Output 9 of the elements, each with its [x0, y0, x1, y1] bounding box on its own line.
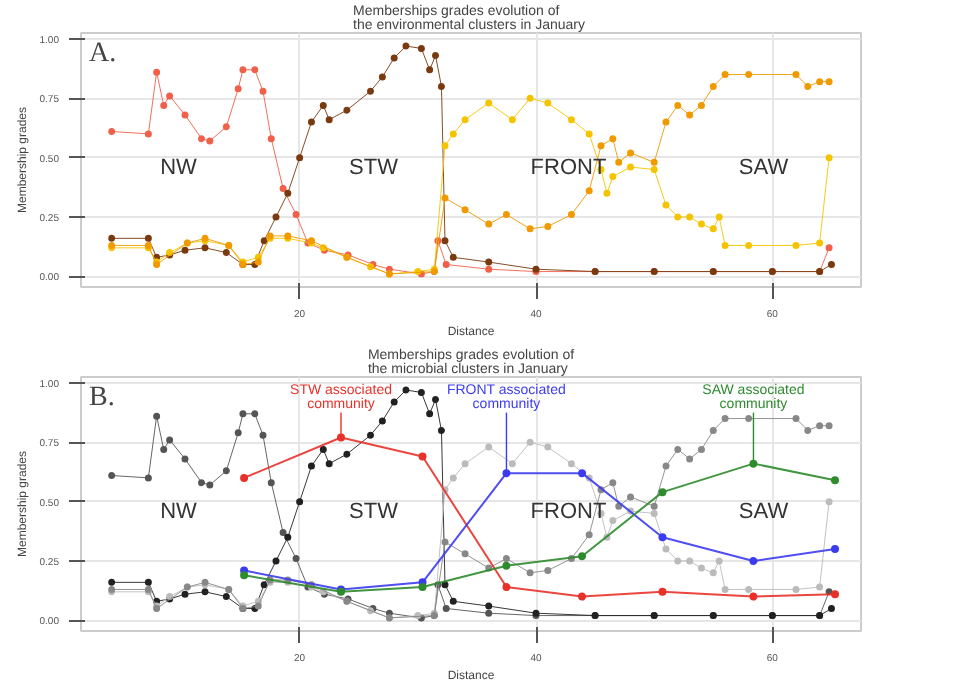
annotation: STW [349, 155, 400, 180]
annotation: NW [160, 155, 199, 180]
annotation: NW [160, 499, 199, 524]
annotation: A. [89, 39, 117, 69]
annotation: B. [89, 383, 115, 413]
annotation: STW [349, 499, 400, 524]
annotation: FRONT [530, 499, 607, 524]
annotation: SAW [738, 499, 790, 524]
annotation: SAW [738, 155, 790, 180]
